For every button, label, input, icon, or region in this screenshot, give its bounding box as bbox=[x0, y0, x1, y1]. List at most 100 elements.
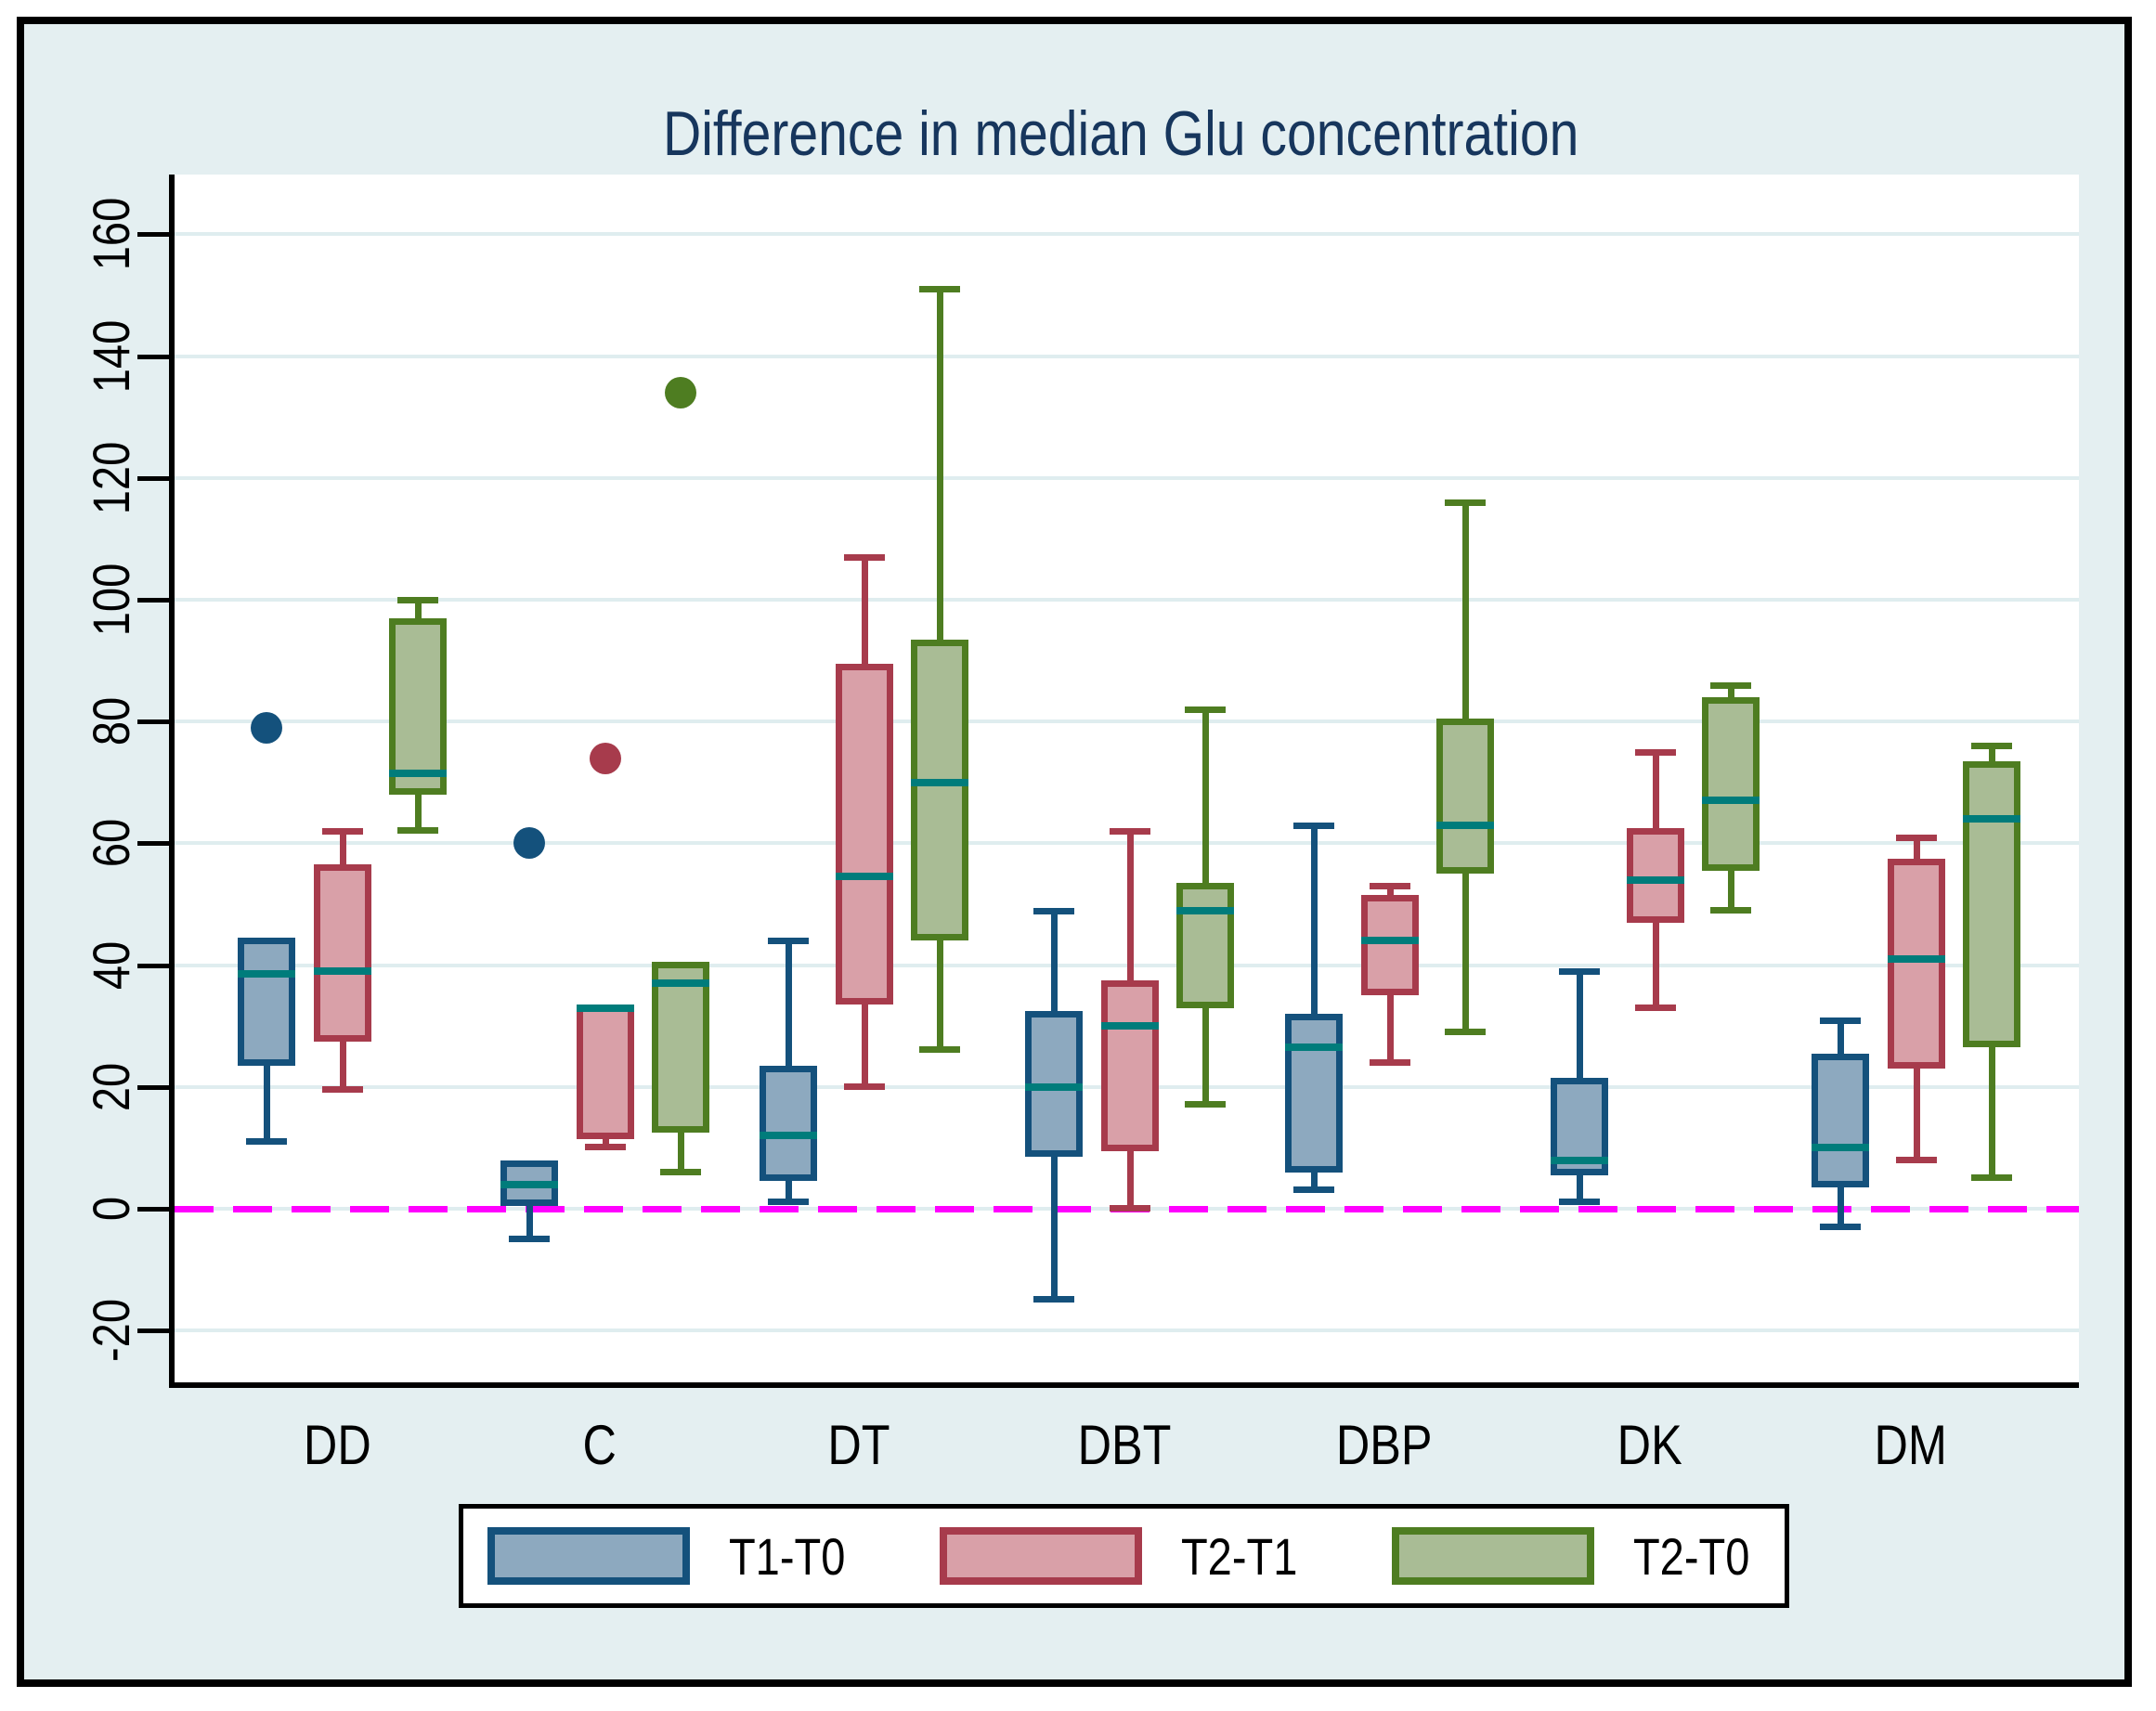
legend-label-T2-T0: T2-T0 bbox=[1632, 1526, 1750, 1586]
whisker-cap-lower-T2-T1-DD bbox=[322, 1086, 363, 1094]
whisker-lower-T2-T0-DM bbox=[1989, 1047, 1995, 1179]
whisker-cap-upper-T2-T0-DD bbox=[397, 597, 438, 603]
gridline-y-80 bbox=[175, 719, 2079, 724]
gridline-y-140 bbox=[175, 354, 2079, 358]
whisker-lower-T2-T0-DBP bbox=[1462, 874, 1469, 1032]
legend-entry-T1-T0: T1-T0 bbox=[487, 1526, 856, 1587]
whisker-cap-lower-T1-T0-DT bbox=[768, 1199, 809, 1206]
whisker-lower-T2-T0-DD bbox=[415, 794, 422, 832]
median-T2-T0-DT bbox=[911, 778, 968, 786]
whisker-lower-T2-T1-DD bbox=[340, 1041, 346, 1091]
legend-label-T2-T1: T2-T1 bbox=[1180, 1526, 1298, 1586]
whisker-lower-T2-T1-DBT bbox=[1127, 1150, 1134, 1209]
chart-title: Difference in median Glu concentration bbox=[169, 85, 2073, 182]
outlier-T2-T1-C bbox=[590, 742, 621, 774]
median-T2-T1-DM bbox=[1888, 955, 1945, 964]
y-tick-80 bbox=[137, 719, 169, 725]
x-group-label-DK: DK bbox=[1529, 1413, 1771, 1478]
median-T1-T0-DBP bbox=[1285, 1043, 1343, 1052]
whisker-cap-lower-T2-T0-DD bbox=[397, 827, 438, 835]
whisker-lower-T1-T0-DK bbox=[1577, 1174, 1583, 1203]
whisker-upper-T1-T0-DT bbox=[786, 940, 792, 1066]
whisker-cap-upper-T1-T0-DBT bbox=[1033, 907, 1074, 914]
median-T2-T0-DD bbox=[389, 769, 447, 777]
median-T1-T0-DM bbox=[1812, 1144, 1869, 1152]
whisker-lower-T2-T1-DM bbox=[1914, 1069, 1920, 1160]
x-group-label-text-C: C bbox=[582, 1414, 617, 1476]
plot-area bbox=[169, 175, 2079, 1388]
whisker-cap-upper-T2-T1-DM bbox=[1896, 834, 1937, 841]
gridline-y--20 bbox=[175, 1329, 2079, 1333]
whisker-lower-T1-T0-DM bbox=[1838, 1187, 1844, 1227]
gridline-y-100 bbox=[175, 598, 2079, 602]
x-group-label-DT: DT bbox=[738, 1413, 980, 1478]
median-T2-T1-DT bbox=[836, 873, 893, 881]
whisker-cap-lower-T2-T0-DBP bbox=[1445, 1028, 1486, 1035]
whisker-cap-upper-T2-T0-DBT bbox=[1185, 706, 1226, 714]
whisker-lower-T1-T0-DT bbox=[786, 1181, 792, 1203]
box-T1-T0-DM bbox=[1812, 1053, 1869, 1188]
legend-swatch-T1-T0 bbox=[487, 1527, 690, 1585]
whisker-cap-upper-T2-T1-DBT bbox=[1110, 828, 1150, 836]
whisker-upper-T1-T0-DBT bbox=[1051, 910, 1058, 1011]
whisker-lower-T2-T0-DBT bbox=[1202, 1007, 1209, 1106]
whisker-cap-lower-T2-T0-DK bbox=[1710, 906, 1751, 914]
whisker-upper-T2-T1-DK bbox=[1653, 752, 1659, 828]
box-T1-T0-DD bbox=[238, 938, 295, 1066]
whisker-lower-T2-T1-DT bbox=[862, 1005, 868, 1087]
whisker-cap-lower-T1-T0-DBT bbox=[1033, 1296, 1074, 1303]
whisker-cap-lower-T2-T1-C bbox=[585, 1144, 626, 1151]
x-group-label-C: C bbox=[479, 1413, 721, 1478]
whisker-cap-upper-T2-T1-DD bbox=[322, 828, 363, 836]
whisker-cap-upper-T2-T0-DT bbox=[919, 286, 960, 293]
median-T2-T1-DD bbox=[314, 967, 371, 976]
whisker-cap-lower-T2-T0-DM bbox=[1971, 1174, 2012, 1182]
legend: T1-T0 T2-T1 T2-T0 bbox=[459, 1504, 1789, 1608]
median-T2-T1-DBT bbox=[1101, 1022, 1159, 1030]
median-T1-T0-DBT bbox=[1025, 1082, 1083, 1091]
median-T2-T1-DK bbox=[1627, 875, 1684, 884]
whisker-cap-upper-T2-T1-DBP bbox=[1370, 883, 1410, 890]
y-tick-160 bbox=[137, 232, 169, 238]
box-T2-T1-DT bbox=[836, 663, 893, 1005]
whisker-cap-upper-T1-T0-DT bbox=[768, 938, 809, 945]
legend-entry-T2-T0: T2-T0 bbox=[1391, 1526, 1760, 1587]
whisker-upper-T2-T1-DT bbox=[862, 557, 868, 664]
y-tick-40 bbox=[137, 963, 169, 968]
box-T1-T0-DT bbox=[760, 1065, 817, 1182]
x-group-label-text-DK: DK bbox=[1617, 1414, 1683, 1476]
whisker-cap-upper-T1-T0-DM bbox=[1820, 1017, 1861, 1024]
box-T2-T1-DBP bbox=[1361, 895, 1419, 996]
y-tick-20 bbox=[137, 1084, 169, 1090]
box-T2-T1-C bbox=[577, 1005, 634, 1139]
legend-swatch-T2-T1 bbox=[939, 1527, 1142, 1585]
whisker-lower-T1-T0-DBT bbox=[1051, 1157, 1058, 1301]
x-group-label-DM: DM bbox=[1790, 1413, 2032, 1478]
whisker-lower-T2-T1-DK bbox=[1653, 922, 1659, 1008]
whisker-upper-T2-T0-DBT bbox=[1202, 709, 1209, 884]
box-T2-T0-C bbox=[652, 962, 709, 1133]
x-group-label-DBP: DBP bbox=[1264, 1413, 1505, 1478]
y-tick-120 bbox=[137, 475, 169, 481]
whisker-upper-T2-T1-DD bbox=[340, 831, 346, 865]
gridline-y-60 bbox=[175, 841, 2079, 846]
outlier-T2-T0-C bbox=[665, 376, 696, 408]
whisker-cap-lower-T1-T0-C bbox=[509, 1235, 550, 1242]
whisker-upper-T2-T1-DM bbox=[1914, 836, 1920, 859]
whisker-cap-upper-T2-T1-DT bbox=[844, 554, 885, 562]
x-group-label-DD: DD bbox=[216, 1413, 458, 1478]
whisker-lower-T2-T0-C bbox=[678, 1133, 684, 1173]
box-T2-T1-DK bbox=[1627, 828, 1684, 923]
x-group-label-DBT: DBT bbox=[1004, 1413, 1245, 1478]
whisker-cap-lower-T1-T0-DBP bbox=[1293, 1186, 1334, 1194]
y-tick-60 bbox=[137, 841, 169, 847]
x-group-label-text-DBP: DBP bbox=[1336, 1414, 1433, 1476]
whisker-upper-T2-T0-DD bbox=[415, 600, 422, 618]
median-T2-T0-C bbox=[652, 979, 709, 988]
median-T1-T0-DD bbox=[238, 970, 295, 979]
y-tick-label--20: -20 bbox=[82, 1299, 140, 1363]
whisker-upper-T2-T0-DBP bbox=[1462, 502, 1469, 719]
whisker-lower-T2-T1-C bbox=[603, 1138, 609, 1148]
median-T2-T0-DM bbox=[1963, 815, 2020, 823]
whisker-cap-lower-T2-T0-DT bbox=[919, 1046, 960, 1054]
